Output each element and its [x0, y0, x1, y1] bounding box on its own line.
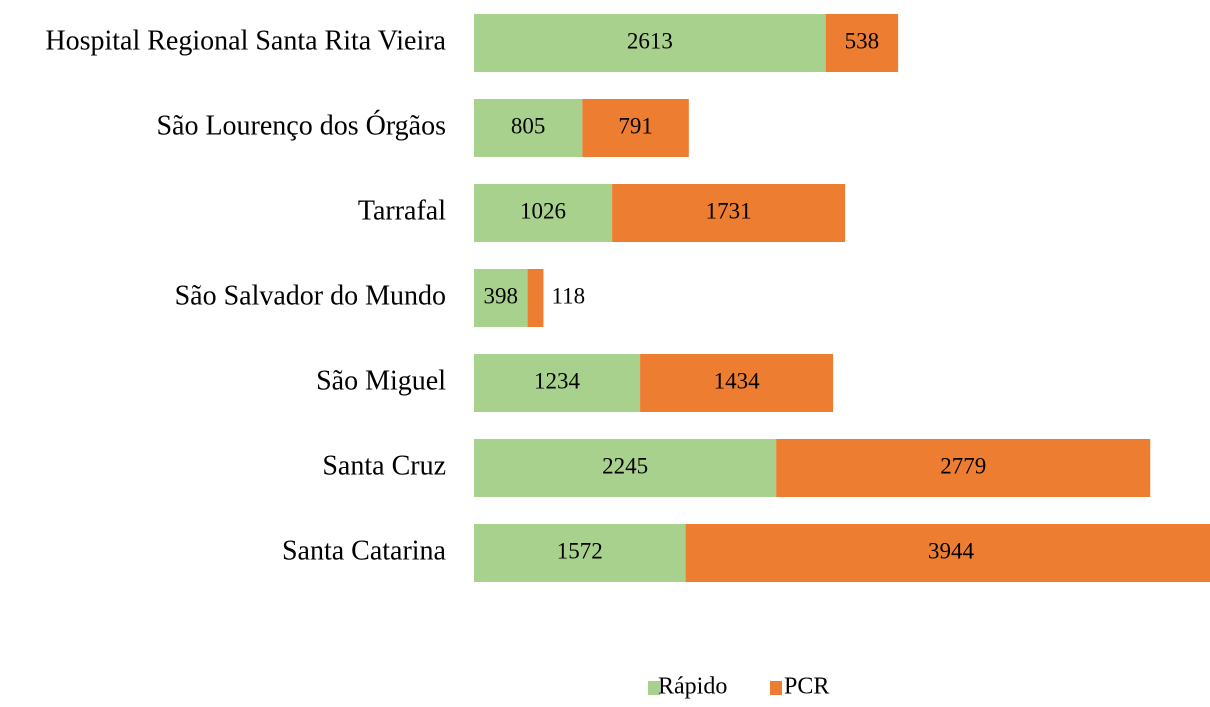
- value-label: 1234: [534, 368, 581, 393]
- category-label: Santa Cruz: [322, 450, 446, 481]
- category-label: São Lourenço dos Órgãos: [156, 110, 446, 141]
- bar-segment: [474, 184, 613, 242]
- value-label: 1572: [557, 538, 603, 563]
- value-label: 1434: [714, 368, 761, 393]
- bar-segment: [527, 269, 544, 327]
- bar-segment: [474, 269, 528, 327]
- legend-swatch: [770, 681, 782, 695]
- bar-segment: [825, 14, 899, 72]
- category-label: Hospital Regional Santa Rita Vieira: [45, 25, 446, 56]
- legend-swatch: [648, 681, 660, 695]
- category-label: São Salvador do Mundo: [175, 280, 446, 311]
- value-label: 1731: [706, 198, 752, 223]
- bar-segment: [474, 14, 826, 72]
- value-label: 791: [618, 113, 653, 138]
- value-label: 2245: [602, 453, 648, 478]
- value-label: 1026: [520, 198, 566, 223]
- legend-label: PCR: [784, 674, 829, 700]
- value-label: 398: [484, 283, 519, 308]
- value-label: 2613: [627, 28, 673, 53]
- value-label: 3944: [928, 538, 975, 563]
- bar-segment: [776, 439, 1151, 497]
- bar-segment: [582, 99, 689, 157]
- category-label: São Miguel: [316, 365, 446, 396]
- bar-segment: [474, 354, 641, 412]
- bar-segment: [685, 524, 1210, 582]
- value-label: 538: [845, 28, 880, 53]
- category-label: Tarrafal: [358, 195, 446, 226]
- bar-segment: [640, 354, 834, 412]
- value-label: 2779: [940, 453, 986, 478]
- bar-segment: [612, 184, 846, 242]
- value-label: 805: [511, 113, 546, 138]
- bar-segment: [474, 524, 686, 582]
- bar-segment: [474, 439, 777, 497]
- value-label: 118: [551, 283, 585, 308]
- bar-segment: [474, 99, 583, 157]
- legend-label: Rápido: [658, 674, 727, 700]
- category-label: Santa Catarina: [282, 535, 447, 566]
